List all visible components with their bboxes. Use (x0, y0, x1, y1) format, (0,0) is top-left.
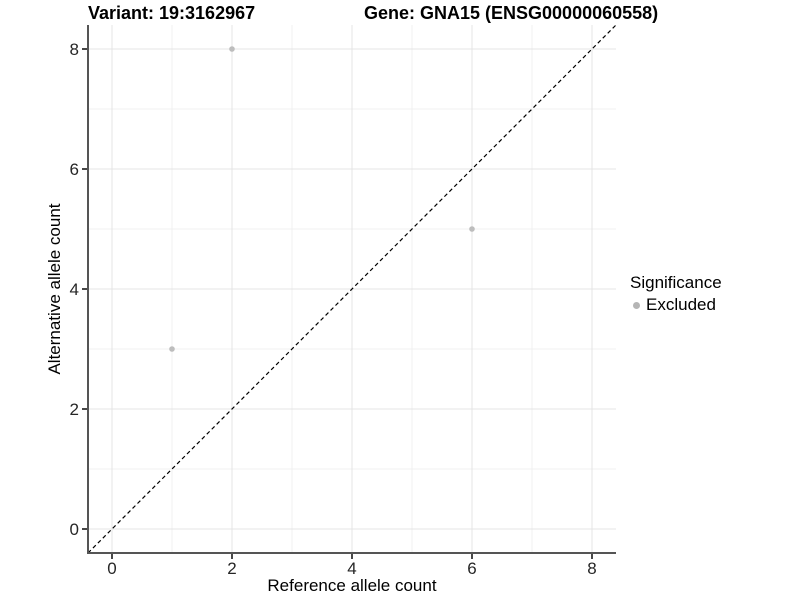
data-point-2-8 (229, 46, 235, 52)
x-tick-label-6: 6 (467, 559, 476, 578)
y-tick-label-6: 6 (70, 160, 79, 179)
y-tick-label-2: 2 (70, 400, 79, 419)
plot-title-variant: Variant: 19:3162967 (88, 3, 256, 23)
x-axis-title: Reference allele count (267, 576, 437, 595)
legend: Significance Excluded (630, 273, 722, 315)
y-tick-label-4: 4 (70, 280, 79, 299)
x-tick-label-2: 2 (227, 559, 236, 578)
y-axis-title: Alternative allele count (45, 203, 64, 375)
x-tick-label-4: 4 (347, 559, 356, 578)
excluded-point-icon (633, 301, 640, 309)
y-tick-label-8: 8 (70, 40, 79, 59)
data-point-6-5 (469, 226, 475, 232)
identity-line (87, 24, 617, 554)
legend-title: Significance (630, 273, 722, 292)
y-tick-label-0: 0 (70, 520, 79, 539)
plot-title-gene: Gene: GNA15 (ENSG00000060558) (364, 3, 659, 23)
legend-item-excluded: Excluded (630, 295, 722, 315)
legend-item-label: Excluded (646, 295, 716, 314)
x-tick-label-8: 8 (587, 559, 596, 578)
data-point-1-3 (169, 346, 175, 352)
x-tick-label-0: 0 (107, 559, 116, 578)
